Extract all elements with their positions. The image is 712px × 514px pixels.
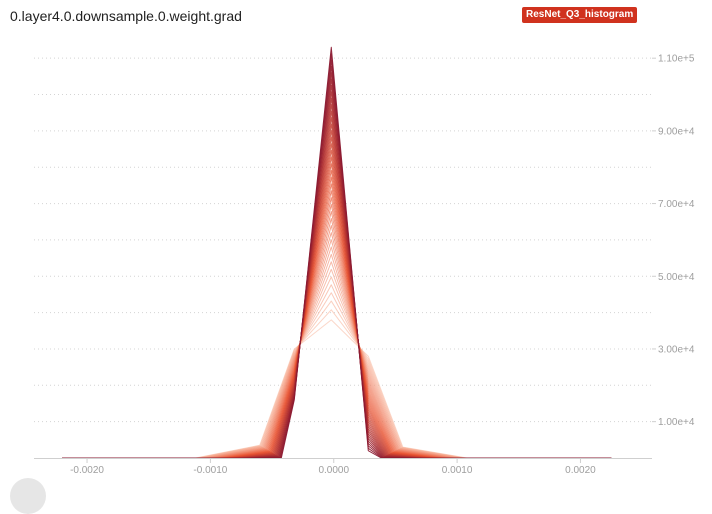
x-tick-label: -0.0020 bbox=[70, 465, 104, 476]
run-badge[interactable]: ResNet_Q3_histogram bbox=[522, 7, 638, 23]
histogram-series-line bbox=[62, 300, 612, 459]
histogram-series-line bbox=[62, 104, 612, 459]
histogram-series-line bbox=[62, 91, 612, 459]
x-tick-label: 0.0010 bbox=[442, 465, 473, 476]
chart-title: 0.layer4.0.downsample.0.weight.grad bbox=[10, 8, 242, 24]
y-tick-label: 3.00e+4 bbox=[658, 344, 695, 355]
histogram-chart: -0.0020 -0.0010 0.0000 0.0010 0.0020 1.00e+4 3… bbox=[34, 46, 695, 476]
y-tick-label: 1.00e+4 bbox=[658, 417, 695, 428]
histogram-series-line bbox=[62, 319, 612, 459]
series-layer bbox=[62, 46, 612, 459]
histogram-series-line bbox=[62, 46, 612, 459]
x-tick-label: -0.0010 bbox=[193, 465, 227, 476]
x-tick-label: 0.0020 bbox=[565, 465, 596, 476]
axis-layer: -0.0020 -0.0010 0.0000 0.0010 0.0020 1.00e+4 3… bbox=[34, 54, 695, 476]
y-tick-label: 5.00e+4 bbox=[658, 272, 695, 283]
y-tick-label: 7.00e+4 bbox=[658, 199, 695, 210]
corner-button[interactable] bbox=[10, 478, 46, 514]
y-tick-label: 9.00e+4 bbox=[658, 126, 695, 137]
histogram-series-line bbox=[62, 309, 612, 459]
x-tick-label: 0.0000 bbox=[318, 465, 349, 476]
y-tick-label: 1.10e+5 bbox=[658, 54, 695, 65]
